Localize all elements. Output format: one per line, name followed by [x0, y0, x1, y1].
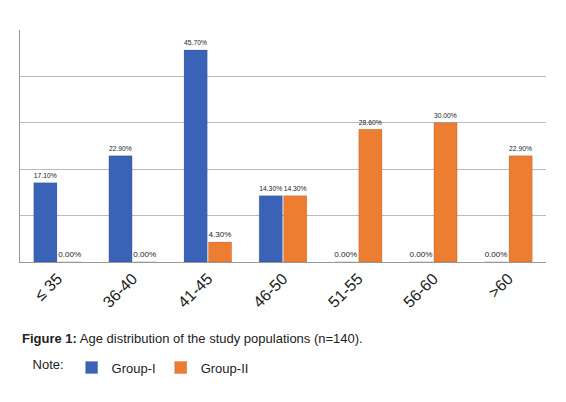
- svg-text:≤ 35: ≤ 35: [31, 270, 65, 304]
- svg-text:0.00%: 0.00%: [334, 250, 357, 259]
- svg-text:41-45: 41-45: [175, 270, 216, 311]
- svg-text:4.30%: 4.30%: [208, 230, 231, 239]
- svg-text:45.70%: 45.70%: [184, 39, 207, 46]
- svg-text:22.90%: 22.90%: [509, 145, 532, 152]
- svg-text:0.00%: 0.00%: [58, 250, 81, 259]
- svg-text:0.00%: 0.00%: [409, 250, 432, 259]
- svg-text:56-60: 56-60: [400, 270, 441, 311]
- svg-text:Group-I: Group-I: [112, 361, 156, 376]
- svg-text:17.10%: 17.10%: [34, 172, 57, 179]
- svg-text:22.90%: 22.90%: [109, 145, 132, 152]
- svg-text:>60: >60: [485, 270, 516, 301]
- svg-text:28.60%: 28.60%: [359, 119, 382, 126]
- svg-text:Figure 1: Age distribution of: Figure 1: Age distribution of the study …: [22, 331, 363, 346]
- svg-text:0.00%: 0.00%: [133, 250, 156, 259]
- svg-text:51-55: 51-55: [325, 270, 366, 311]
- svg-text:14.30%: 14.30%: [259, 185, 282, 192]
- svg-text:46-50: 46-50: [250, 270, 291, 311]
- svg-text:30.00%: 30.00%: [434, 112, 457, 119]
- svg-text:Group-II: Group-II: [201, 361, 249, 376]
- svg-text:0.00%: 0.00%: [485, 250, 508, 259]
- svg-text:14.30%: 14.30%: [284, 185, 307, 192]
- svg-text:Note:: Note:: [33, 357, 64, 372]
- svg-text:36-40: 36-40: [100, 270, 141, 311]
